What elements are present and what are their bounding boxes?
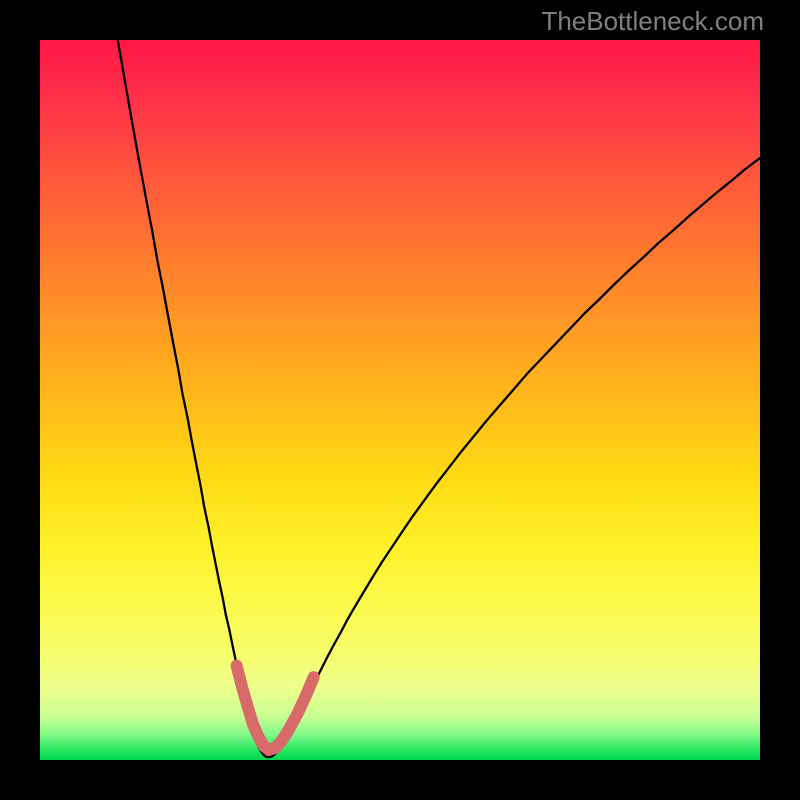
gradient-background	[40, 40, 760, 760]
watermark-text: TheBottleneck.com	[541, 6, 764, 37]
chart-svg	[40, 40, 760, 760]
chart-plot-area	[40, 40, 760, 760]
